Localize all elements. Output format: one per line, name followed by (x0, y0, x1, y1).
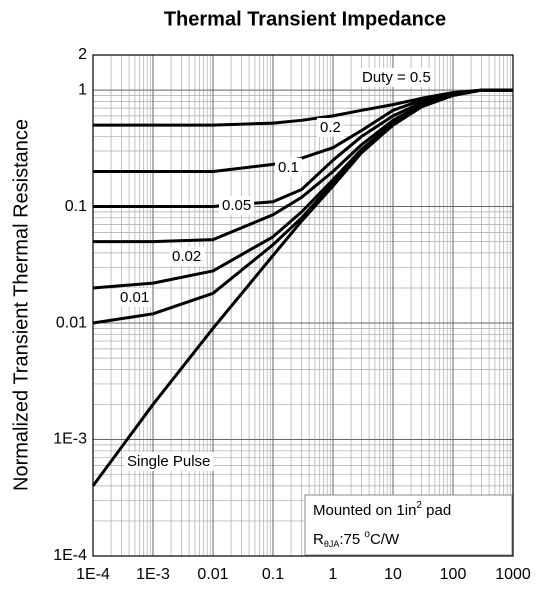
x-tick-label: 1E-4 (76, 566, 110, 583)
annotation-sup: o (364, 529, 370, 540)
annotation-text: RθJA:75 oC/W (313, 529, 400, 550)
annotation-sup: 2 (416, 500, 422, 511)
annotation-text: Mounted on 1in2 pad (313, 500, 451, 519)
series-label-bg (117, 287, 153, 307)
annotation-text: R (313, 531, 324, 548)
x-tick-label: 0.1 (262, 566, 284, 583)
series-label-bg (317, 117, 344, 137)
annotation-text: pad (422, 502, 451, 519)
series-label-bg (169, 246, 205, 266)
y-tick-label: 2 (78, 46, 87, 63)
x-tick-label: 100 (440, 566, 467, 583)
series-label-bg (219, 195, 255, 215)
annotation-text: Mounted on 1in (313, 502, 416, 519)
series-label: Duty = 0.5 (362, 69, 431, 86)
y-tick-label: 1 (78, 81, 87, 98)
plot-frame (92, 54, 514, 557)
x-tick-label: 1 (329, 566, 338, 583)
x-tick-label: 10 (384, 566, 402, 583)
x-tick-label: 1000 (495, 566, 531, 583)
series-label-bg (359, 67, 434, 87)
y-tick-label: 1E-4 (53, 547, 87, 564)
series-label: 0.1 (278, 159, 299, 176)
y-axis-label: Normalized Transient Thermal Resistance (10, 119, 32, 491)
x-tick-label: 1E-3 (136, 566, 170, 583)
y-tick-label: 0.01 (56, 314, 87, 331)
chart-title: Thermal Transient Impedance (164, 8, 446, 30)
series-label: Single Pulse (127, 453, 210, 470)
series-label: 0.02 (172, 248, 201, 265)
series-label-bg (275, 157, 302, 177)
series-label: 0.2 (320, 119, 341, 136)
x-tick-label: 0.01 (197, 566, 228, 583)
series-label-bg (124, 451, 214, 471)
series-label: 0.05 (222, 197, 251, 214)
annotation-box (304, 494, 513, 556)
y-tick-label: 0.1 (65, 198, 87, 215)
annotation-text: :75 (339, 531, 364, 548)
y-tick-label: 1E-3 (53, 431, 87, 448)
annotation-sub: θJA (324, 539, 340, 549)
series-label: 0.01 (120, 289, 149, 306)
annotation-text: C/W (370, 531, 400, 548)
series-line (91, 88, 513, 487)
